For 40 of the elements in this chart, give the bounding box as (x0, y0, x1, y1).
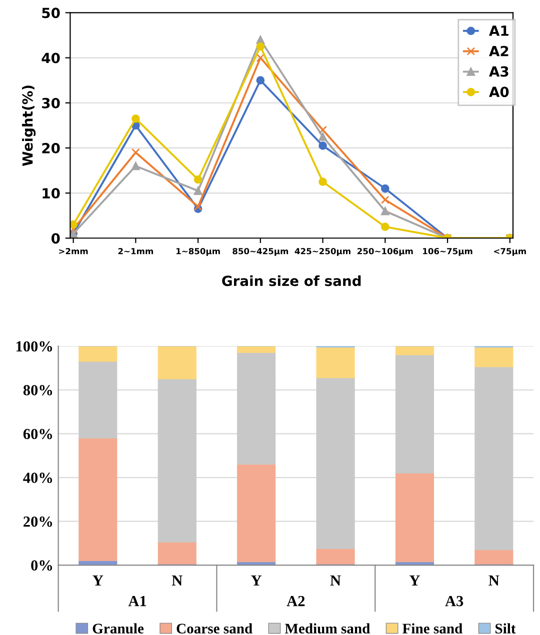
x-tick-label: 1~850μm (176, 248, 220, 256)
x-tick-label: N (172, 575, 182, 586)
y-tick-label: 0 (51, 233, 60, 244)
legend-label: Coarse sand (176, 623, 252, 634)
text: A1 (128, 596, 146, 606)
x-tick-label: Y (409, 575, 420, 586)
x-tick-label: N (488, 575, 500, 586)
x-tick-label: Y (251, 575, 262, 586)
y-tick-label: 80% (23, 385, 52, 396)
x-tick-label: 250~106μm (358, 248, 413, 256)
y-tick-label: 30 (42, 98, 60, 108)
legend-label: A0 (489, 86, 509, 98)
y-tick-label: 50 (42, 8, 60, 18)
legend-label: Medium sand (284, 623, 370, 634)
legend-label: A2 (489, 46, 508, 56)
y-tick-label: 60% (23, 428, 52, 440)
x-tick-label: 106~75μm (423, 248, 472, 256)
y-axis-title: Weight(%) (22, 86, 36, 166)
x-tick-label: Y (92, 575, 104, 586)
x-tick-label: 2~1mm (118, 248, 153, 254)
x-tick-label: 425~250μm (294, 248, 350, 256)
y-tick-label: 20% (24, 516, 52, 527)
x-axis-title: Grain size of sand (222, 275, 361, 286)
y-tick-label: 40 (42, 52, 60, 64)
legend-label: Granule (92, 623, 144, 634)
y-tick-label: 100% (16, 341, 52, 352)
x-tick-label: <75μm (494, 248, 526, 256)
legend-label: Silt (495, 623, 516, 634)
x-tick-label: N (330, 575, 341, 586)
y-tick-label: 10 (42, 188, 60, 199)
text: A2 (286, 596, 305, 606)
x-tick-label: 850~425μm (232, 248, 288, 256)
text: A3 (445, 596, 464, 606)
y-tick-label: 40% (23, 472, 52, 484)
legend-label: A1 (489, 26, 508, 36)
y-tick-label: 0% (31, 560, 52, 571)
legend-label: A3 (489, 66, 508, 77)
legend-label: Fine sand (402, 623, 462, 634)
x-tick-label: >2mm (59, 248, 88, 254)
y-tick-label: 20 (42, 142, 60, 154)
